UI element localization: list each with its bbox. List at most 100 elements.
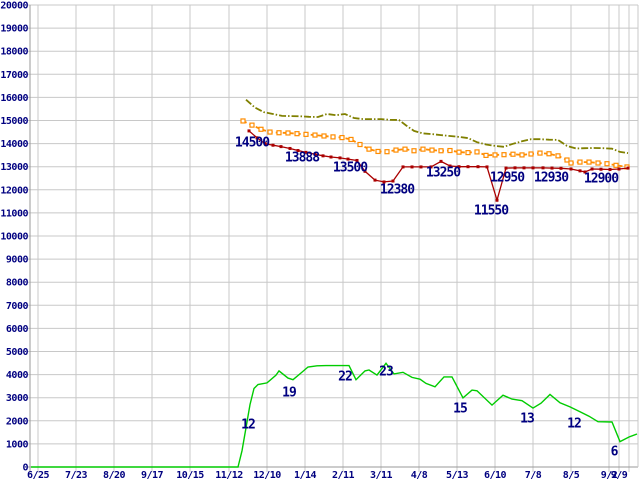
marker — [366, 146, 372, 152]
marker — [429, 147, 435, 153]
x-tick-label: 9/9 — [611, 470, 628, 480]
x-tick-label: 11/12 — [215, 470, 243, 480]
x-tick-label: 3/11 — [370, 470, 393, 480]
marker — [595, 160, 601, 166]
series-annotation: 13 — [520, 412, 534, 427]
marker — [466, 165, 470, 169]
marker — [577, 159, 583, 165]
series-annotation: 6 — [611, 445, 619, 460]
marker — [249, 122, 255, 128]
x-tick-label: 8/20 — [103, 470, 126, 480]
marker — [522, 166, 526, 170]
y-tick-label: 18000 — [0, 47, 28, 58]
marker — [608, 167, 612, 171]
marker — [448, 164, 452, 168]
marker — [355, 158, 359, 162]
series-annotation: 12 — [567, 417, 581, 432]
marker — [339, 134, 345, 141]
series-annotation: 19 — [282, 386, 296, 401]
gridlines — [27, 4, 638, 472]
marker — [263, 142, 267, 146]
y-tick-label: 12000 — [0, 185, 28, 196]
marker — [559, 166, 563, 170]
series-annotation: 22 — [338, 370, 352, 385]
marker — [402, 146, 408, 152]
data-annotations: 14500 13888 13500 12380 13250 11550 12950 12930… — [235, 136, 620, 460]
marker — [456, 149, 462, 155]
marker — [411, 148, 417, 154]
marker — [258, 126, 264, 132]
x-tick-label: 6/10 — [484, 470, 507, 480]
marker — [384, 149, 390, 155]
y-tick-label: 1000 — [6, 439, 29, 450]
y-tick-label: 15000 — [0, 116, 28, 127]
marker — [346, 157, 350, 161]
marker — [312, 132, 318, 138]
y-tick-label: 9000 — [6, 255, 29, 266]
marker — [382, 180, 386, 184]
marker — [294, 131, 300, 137]
marker — [550, 166, 554, 170]
marker — [329, 155, 333, 159]
series-markers-main-price-line — [247, 129, 630, 202]
marker — [626, 166, 630, 170]
series-annotation: 15 — [453, 402, 467, 417]
marker — [590, 167, 594, 171]
x-tick-label: 7/8 — [525, 470, 542, 480]
marker — [276, 130, 282, 136]
series-annotation: 13888 — [285, 151, 320, 166]
series-upper-price-line — [245, 99, 629, 154]
marker — [531, 166, 535, 170]
marker — [267, 129, 273, 135]
y-tick-label: 20000 — [0, 1, 28, 12]
series-annotation: 13250 — [426, 166, 461, 181]
series-annotation: 12950 — [490, 171, 525, 186]
axis-lines — [27, 5, 639, 472]
x-tick-label: 7/23 — [65, 470, 88, 480]
marker — [303, 131, 309, 137]
marker — [348, 136, 354, 143]
marker — [510, 151, 516, 157]
marker — [541, 166, 545, 170]
marker — [279, 145, 283, 149]
x-tick-label: 12/10 — [253, 470, 281, 480]
x-tick-label: 4/8 — [411, 470, 428, 480]
x-tick-label: 10/15 — [176, 470, 204, 480]
marker — [401, 165, 405, 169]
marker — [363, 169, 367, 173]
marker — [519, 152, 525, 158]
marker — [537, 150, 543, 156]
series-annotation: 12380 — [380, 183, 415, 198]
marker — [474, 149, 480, 155]
x-tick-label: 6/25 — [27, 470, 50, 480]
y-tick-label: 10000 — [0, 232, 28, 243]
x-tick-label: 1/14 — [294, 470, 317, 480]
marker — [375, 148, 381, 155]
marker — [564, 157, 570, 163]
marker — [501, 152, 507, 158]
series-annotation: 12900 — [584, 172, 619, 187]
marker — [419, 165, 423, 169]
marker — [599, 167, 603, 171]
marker — [447, 147, 453, 154]
marker — [393, 147, 399, 153]
marker — [569, 167, 573, 171]
y-tick-label: 0 — [22, 463, 28, 474]
series-annotation: 14500 — [235, 136, 270, 151]
marker — [438, 148, 444, 154]
y-tick-label: 16000 — [0, 93, 28, 104]
marker — [439, 159, 443, 163]
marker — [583, 170, 587, 174]
marker — [247, 129, 251, 133]
y-tick-label: 13000 — [0, 162, 28, 173]
x-tick-label: 9/17 — [141, 470, 164, 480]
y-tick-label: 17000 — [0, 70, 28, 81]
series-lines — [31, 99, 638, 468]
marker — [513, 166, 517, 170]
y-tick-label: 11000 — [0, 208, 28, 219]
marker — [492, 152, 498, 158]
x-tick-label: 9/2 — [601, 470, 618, 480]
x-tick-label: 8/5 — [563, 470, 580, 480]
